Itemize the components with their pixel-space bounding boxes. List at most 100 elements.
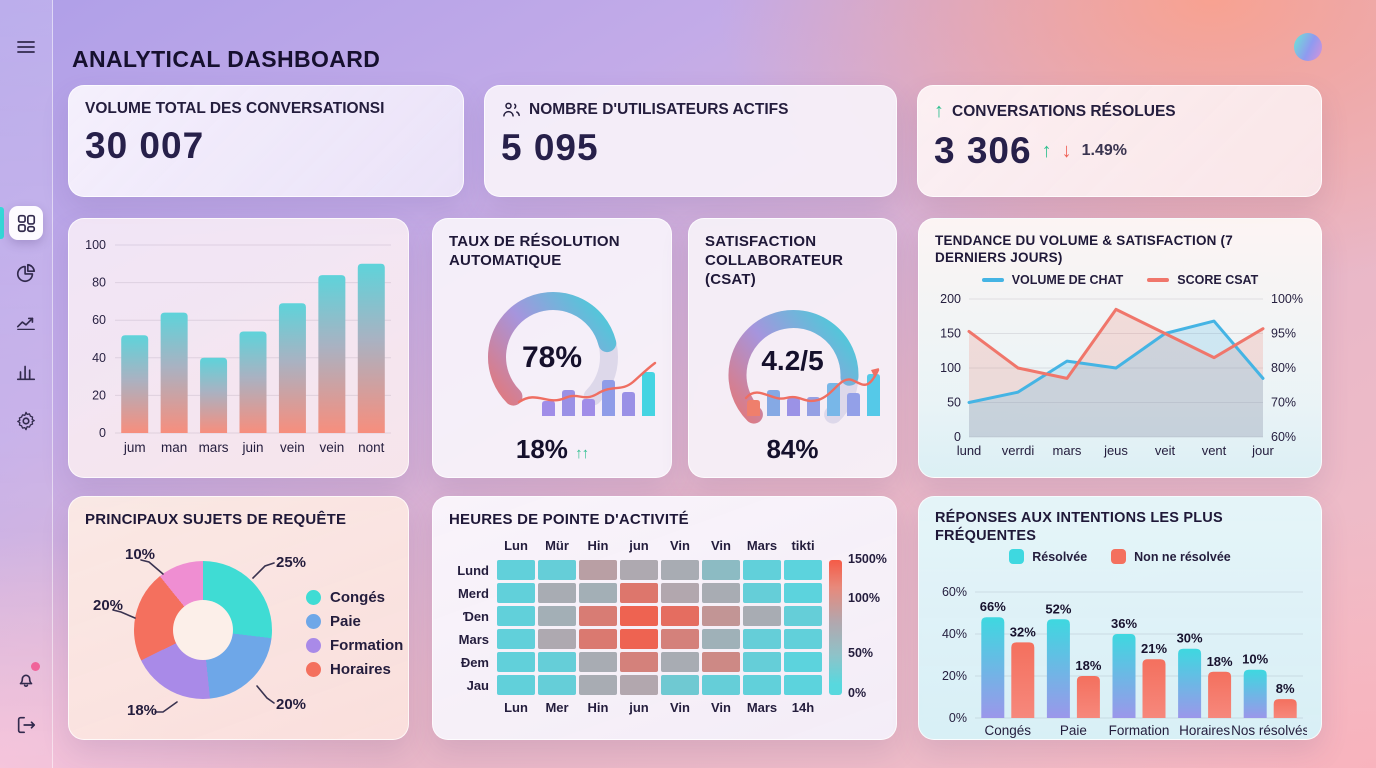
svg-text:Horaires: Horaires [1179, 723, 1230, 738]
heat-cell [784, 674, 822, 695]
spark-bar [602, 380, 615, 416]
colorbar-label: 50% [848, 645, 874, 660]
heat-cell [784, 651, 822, 672]
active-indicator [0, 207, 4, 239]
legend-label: Paie [330, 613, 361, 631]
heat-cell [538, 582, 576, 603]
svg-text:nont: nont [358, 440, 385, 455]
svg-text:66%: 66% [980, 599, 1006, 614]
up-arrow-icon: ↑ [1041, 139, 1052, 162]
spark-bar [867, 374, 880, 416]
svg-text:mars: mars [1053, 443, 1082, 458]
heat-cell [497, 605, 535, 626]
heat-cell [743, 651, 781, 672]
heat-col-label: Vin [670, 699, 690, 715]
heat-cell [579, 628, 617, 649]
legend-swatch-resolved [1009, 549, 1025, 565]
svg-text:lund: lund [957, 443, 982, 458]
heat-cell [702, 582, 740, 603]
heat-col-label: 14h [791, 699, 815, 715]
series-line [967, 319, 1265, 404]
heat-cell [620, 628, 658, 649]
logout-icon[interactable] [9, 708, 43, 742]
svg-text:100%: 100% [1271, 292, 1303, 306]
svg-text:0%: 0% [949, 711, 967, 725]
svg-text:18%: 18% [1207, 654, 1233, 669]
heat-cell [579, 605, 617, 626]
avatar[interactable] [1294, 33, 1322, 61]
heat-cell [661, 651, 699, 672]
svg-text:10%: 10% [1242, 652, 1268, 667]
heat-col-label: jun [629, 537, 649, 553]
svg-text:80%: 80% [1271, 361, 1296, 375]
heat-row-label: Mars [458, 631, 489, 647]
heat-cell [661, 605, 699, 626]
svg-text:8%: 8% [1276, 681, 1295, 696]
donut-pct-label: 20% [276, 695, 307, 713]
svg-text:20: 20 [92, 388, 106, 402]
svg-text:30%: 30% [1177, 631, 1203, 646]
heat-col-label: Mer [545, 699, 569, 715]
down-arrow-icon: ↓ [1061, 139, 1072, 162]
heat-cell [702, 559, 740, 580]
svg-text:50: 50 [947, 395, 961, 409]
donut-pct-label: 25% [276, 553, 307, 571]
bar [1273, 699, 1297, 719]
heat-cell [579, 651, 617, 672]
bar [318, 275, 346, 433]
svg-text:95%: 95% [1271, 326, 1296, 340]
sidebar-item-bar-chart[interactable] [9, 355, 43, 389]
heat-col-label: Vin [711, 537, 731, 553]
heat-cell [497, 651, 535, 672]
sidebar-item-settings[interactable] [9, 404, 43, 438]
csat-sparkline [738, 358, 884, 425]
resolution-gauge [449, 275, 655, 422]
svg-text:jum: jum [123, 440, 146, 455]
card-title: TENDANCE DU VOLUME & SATISFACTION (7 DER… [935, 233, 1233, 265]
card-csat-gauge: SATISFACTION COLLABORATEUR (CSAT) 4.2/5 … [688, 218, 897, 478]
heat-col-label: tikti [791, 537, 815, 553]
svg-text:vein: vein [319, 440, 344, 455]
svg-text:100: 100 [940, 361, 961, 375]
card-heatmap: HEURES DE POINTE D'ACTIVITÉ 1500% 100% 5… [432, 496, 897, 740]
page-title: ANALYTICAL DASHBOARD [72, 46, 381, 73]
trend-arrows-icon: ↑↑ [575, 445, 589, 462]
svg-text:Formation: Formation [1109, 723, 1170, 738]
spark-bar [847, 393, 860, 416]
kpi-label: VOLUME TOTAL DES CONVERSATIONSI [85, 100, 385, 117]
heat-col-label: Hin [587, 537, 609, 553]
donut-pct-label: 18% [127, 701, 158, 719]
heat-cell [784, 582, 822, 603]
bar [1208, 672, 1232, 719]
svg-text:verrdi: verrdi [1002, 443, 1035, 458]
heat-col-label: Hin [587, 699, 609, 715]
heat-cell [743, 582, 781, 603]
weekly-volume-bar-chart: 0 20 40 60 80 100 jum man mars juin vein vein nont [79, 229, 398, 466]
sidebar-item-pie-chart[interactable] [9, 256, 43, 290]
bar [160, 312, 188, 433]
bar [200, 357, 228, 433]
menu-icon[interactable] [9, 30, 43, 64]
heat-cell [661, 628, 699, 649]
notifications-bell-icon[interactable] [9, 662, 43, 696]
kpi-label: CONVERSATIONS RÉSOLUES [952, 102, 1176, 120]
svg-text:60: 60 [92, 313, 106, 327]
sidebar-item-dashboard[interactable] [9, 206, 43, 240]
trending-up-icon [16, 317, 35, 331]
sidebar-item-trending[interactable] [9, 306, 43, 340]
bar [239, 331, 267, 433]
svg-text:Congés: Congés [985, 723, 1032, 738]
bar-chart-icon [16, 365, 36, 381]
series-line [967, 307, 1265, 380]
heat-cell [702, 605, 740, 626]
gauge-value: 78% [521, 341, 583, 374]
heat-cell [497, 628, 535, 649]
svg-text:60%: 60% [942, 585, 967, 599]
heat-row-label: Merd [457, 585, 489, 601]
legend-swatch-unresolved [1111, 549, 1127, 565]
legend-label: Horaires [330, 661, 391, 679]
spark-bar [582, 399, 595, 416]
spark-bar [747, 400, 760, 416]
heat-col-label: Mars [746, 537, 778, 553]
trend-value: 18% ↑↑ [515, 434, 589, 464]
